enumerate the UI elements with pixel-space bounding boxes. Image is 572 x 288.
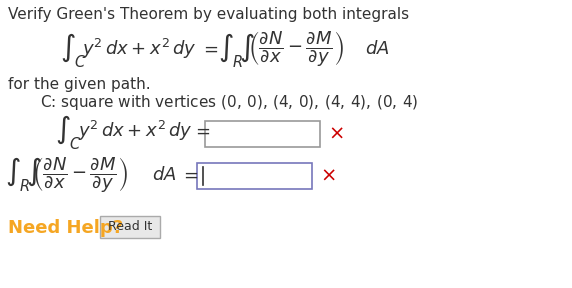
Text: $y^2\,dx + x^2\,dy$: $y^2\,dx + x^2\,dy$ xyxy=(78,119,193,143)
FancyBboxPatch shape xyxy=(197,163,312,189)
Text: Read It: Read It xyxy=(108,221,152,234)
Text: $=$: $=$ xyxy=(180,166,198,184)
FancyBboxPatch shape xyxy=(205,121,320,147)
Text: $\times$: $\times$ xyxy=(328,124,344,143)
Text: $\int_C$: $\int_C$ xyxy=(55,113,82,152)
Text: for the given path.: for the given path. xyxy=(8,77,150,92)
Text: Need Help?: Need Help? xyxy=(8,219,123,237)
Text: $\left(\dfrac{\partial N}{\partial x} - \dfrac{\partial M}{\partial y}\right)$: $\left(\dfrac{\partial N}{\partial x} - … xyxy=(32,155,128,195)
Text: $\left(\dfrac{\partial N}{\partial x} - \dfrac{\partial M}{\partial y}\right)$: $\left(\dfrac{\partial N}{\partial x} - … xyxy=(248,29,344,69)
Text: $=$: $=$ xyxy=(192,122,210,140)
Text: $dA$: $dA$ xyxy=(365,40,390,58)
Text: Verify Green's Theorem by evaluating both integrals: Verify Green's Theorem by evaluating bot… xyxy=(8,7,409,22)
Text: $y^2\,dx + x^2\,dy$: $y^2\,dx + x^2\,dy$ xyxy=(82,37,197,61)
Text: $\times$: $\times$ xyxy=(320,166,336,185)
FancyBboxPatch shape xyxy=(100,216,160,238)
Text: $\int_C$: $\int_C$ xyxy=(60,32,87,70)
Text: $=$: $=$ xyxy=(200,40,219,58)
Text: $\int_R\!\int$: $\int_R\!\int$ xyxy=(218,32,256,70)
Text: C: square with vertices $(0,\,0),\,(4,\,0),\,(4,\,4),\,(0,\,4)$: C: square with vertices $(0,\,0),\,(4,\,… xyxy=(40,92,418,111)
Text: $dA$: $dA$ xyxy=(152,166,177,184)
Text: $\int_R\!\int$: $\int_R\!\int$ xyxy=(5,156,42,194)
